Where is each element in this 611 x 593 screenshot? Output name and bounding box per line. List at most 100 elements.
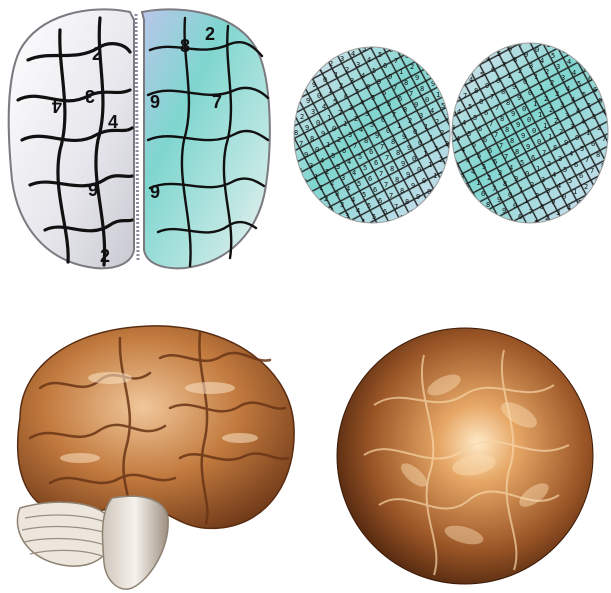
grid-digit: 4 [361,218,365,226]
grid-digit: 9 [517,94,521,102]
grid-digit: 9 [292,210,295,218]
grid-digit: 1 [524,197,528,205]
grid-digit: 6 [383,208,387,216]
grid-digit: 7 [385,154,389,162]
grid-digit: 7 [492,185,496,193]
grid-digit: 2 [339,228,343,236]
grid-digit: 7 [585,156,589,164]
grid-digit: 6 [589,48,593,56]
grid-digit: 4 [322,103,326,111]
grid-digit: 6 [382,89,386,97]
grid-digit: 4 [509,164,513,172]
grid-digit: 6 [588,75,592,83]
grid-digit: 8 [346,40,350,47]
grid-digit: 4 [430,107,434,115]
grid-digit: 2 [437,210,441,218]
grid-digit: 3 [529,62,533,70]
grid-digit: 7 [380,143,384,151]
grid-digit: 0 [418,139,422,147]
grid-digit: 4 [581,118,585,126]
grid-digit: 9 [375,132,379,140]
grid-digit: 3 [341,174,345,182]
grid-digit: 2 [535,192,539,200]
svg-text:9: 9 [150,92,160,112]
grid-digit: 0 [332,125,336,133]
grid-digit: 9 [512,229,516,237]
grid-digit: 4 [360,99,364,107]
grid-digit: 0 [417,166,421,174]
grid-digit: 1 [438,40,442,45]
grid-digit: 2 [464,65,468,73]
grid-digit: 2 [324,195,328,203]
grid-digit: 9 [607,146,611,154]
grid-digit: 9 [296,221,300,229]
grid-digit: 2 [408,117,412,125]
grid-digit: 4 [540,57,544,65]
grid-digit: 3 [561,74,565,82]
grid-digit: 5 [363,164,367,172]
grid-digit: 1 [533,100,537,108]
grid-digit: 4 [577,226,581,234]
grid-digit: 2 [550,79,554,87]
flattened-disks-image: 0123456789012345678901234567890123456789… [292,40,611,240]
grid-digit: 4 [459,200,463,208]
grid-digit: 1 [343,120,347,128]
grid-digit: 0 [425,96,429,104]
grid-digit: 8 [443,194,447,202]
grid-digit: 0 [315,146,319,154]
grid-digit: 9 [521,132,525,140]
grid-digit: 0 [316,119,320,127]
brain-top-view-image: 2 4 3 4 9 9 8 2 9 7 2 [7,8,271,270]
grid-digit: 0 [525,170,529,178]
grid-digit: 1 [453,70,457,78]
grid-digit: 7 [392,111,396,119]
grid-digit: 3 [336,163,340,171]
grid-digit: 0 [523,78,527,86]
grid-digit: 9 [526,143,530,151]
grid-digit: 8 [515,148,519,156]
grid-digit: 3 [565,112,569,120]
grid-digit: 8 [400,187,404,195]
grid-digit: 7 [353,142,357,150]
grid-digit: 2 [434,145,438,153]
grid-digit: 9 [454,189,458,197]
grid-digit: 4 [566,85,570,93]
grid-digit: 3 [349,104,353,112]
grid-digit: 3 [448,205,452,213]
grid-digit: 2 [410,63,414,71]
grid-digit: 3 [348,131,352,139]
grid-digit: 9 [406,171,410,179]
grid-digit: 4 [447,232,451,240]
grid-digit: 1 [424,123,428,131]
grid-digit: 5 [372,213,376,221]
grid-digit: 6 [484,109,488,117]
svg-text:9: 9 [88,180,98,200]
grid-digit: 5 [378,51,382,59]
grid-digit: 8 [505,126,509,134]
grid-digit: 4 [361,72,365,80]
grid-digit: 1 [313,200,317,208]
grid-digit: 9 [551,198,555,206]
cerebrum [17,325,295,530]
grid-digit: 4 [466,157,470,165]
svg-text:2: 2 [92,44,102,64]
grid-digit: 9 [511,110,515,118]
grid-digit: 3 [458,81,462,89]
grid-digit: 1 [426,215,430,223]
grid-digit: 7 [490,239,494,240]
grid-digit: 6 [464,211,468,219]
grid-digit: 8 [503,180,507,188]
grid-digit: 9 [344,239,348,240]
svg-text:3: 3 [85,86,95,106]
grid-digit: 2 [435,118,439,126]
grid-digit: 9 [415,74,419,82]
grid-digit: 1 [437,64,441,72]
grid-digit: 4 [486,55,490,63]
grid-digit: 2 [449,178,453,186]
grid-digit: 8 [420,85,424,93]
grid-digit: 2 [518,67,522,75]
grid-digit: 5 [481,44,485,52]
grid-digit: 1 [409,236,413,240]
grid-digit: 6 [342,147,346,155]
grid-digit: 2 [329,60,333,68]
